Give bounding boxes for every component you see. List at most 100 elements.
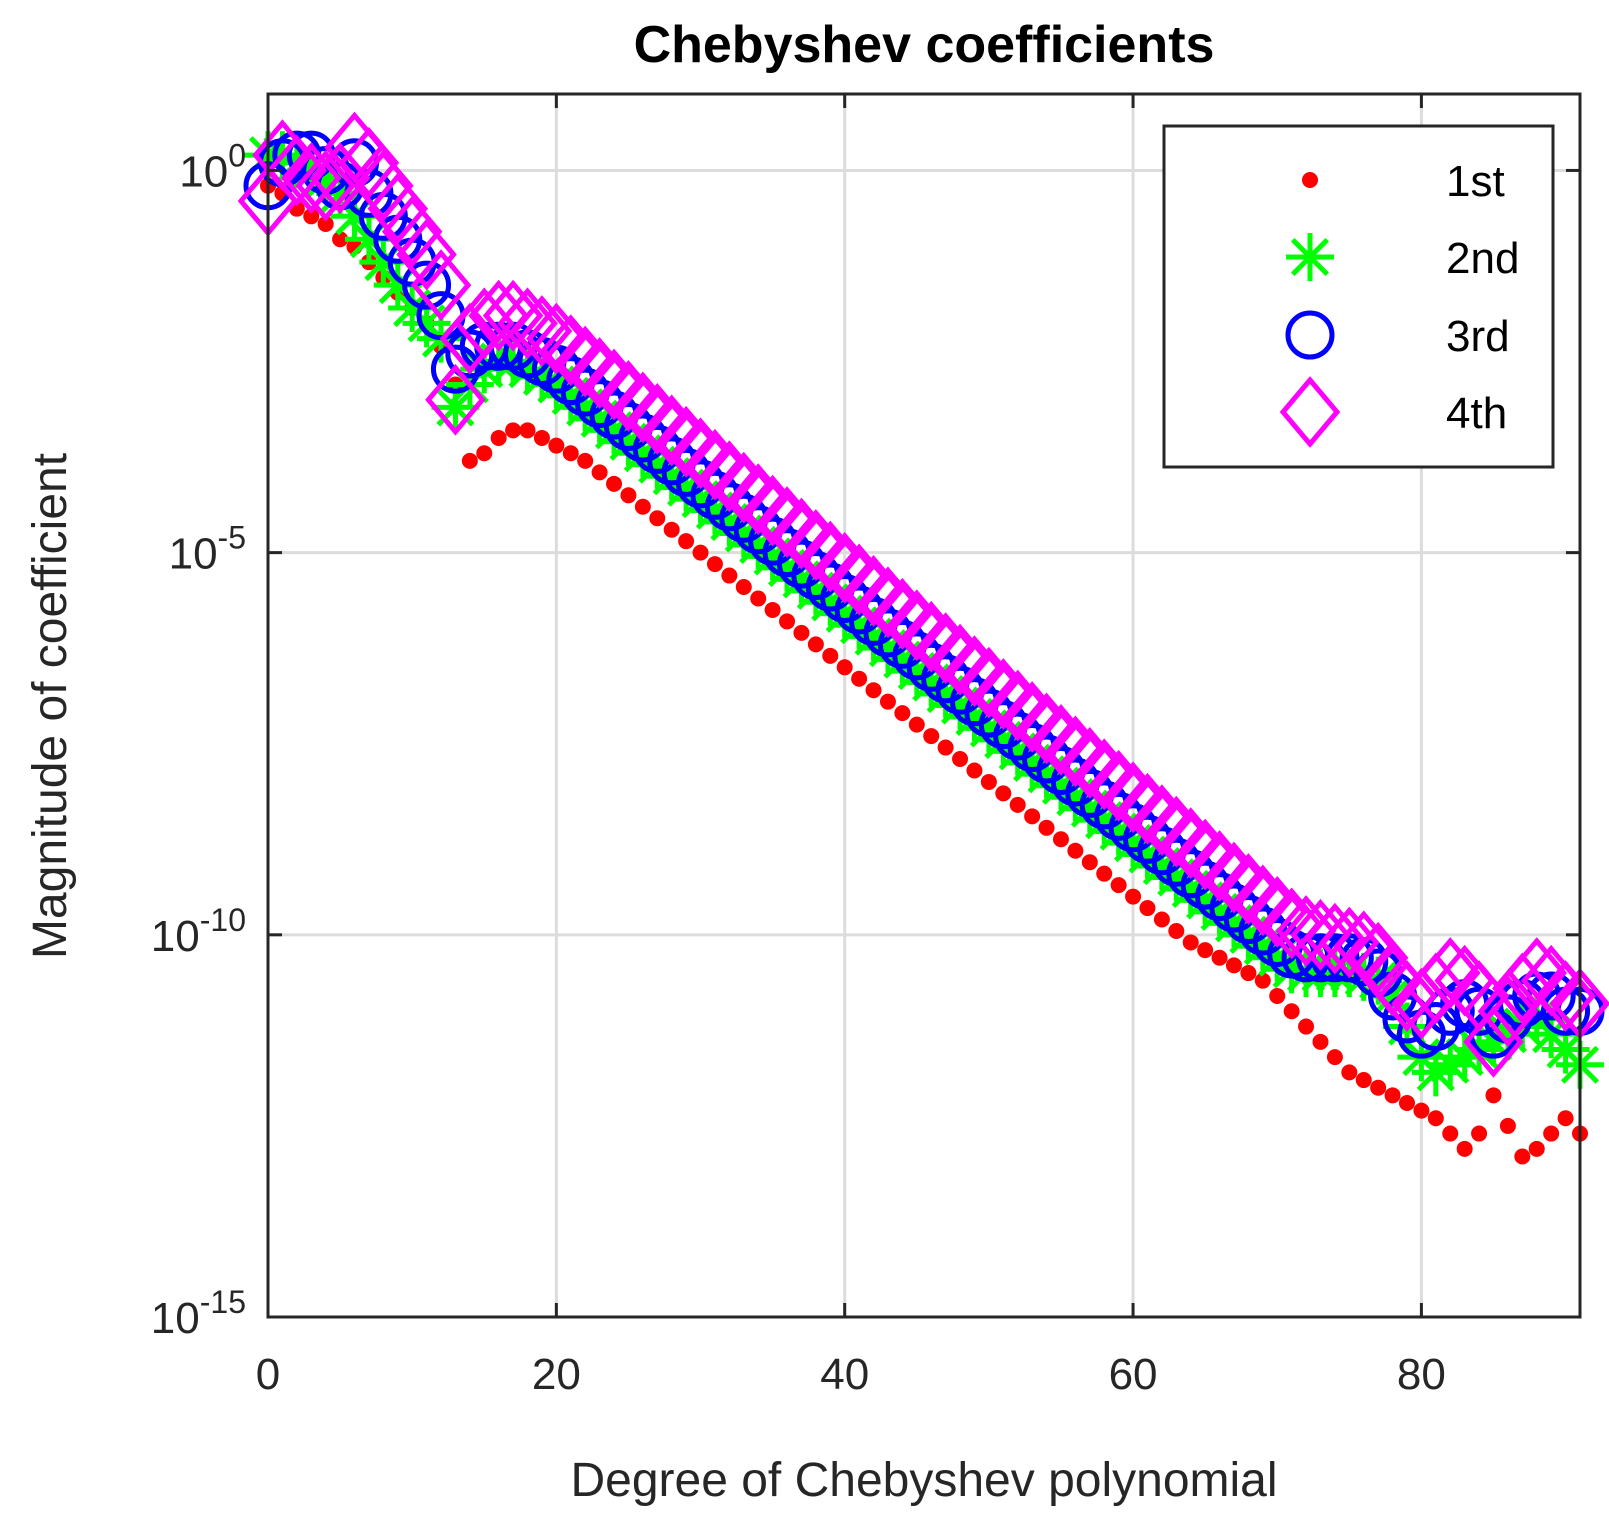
x-tick-label: 80	[1397, 1350, 1446, 1399]
series-4th	[237, 111, 1609, 1078]
data-point	[317, 215, 334, 232]
data-point	[548, 437, 565, 454]
data-point	[663, 521, 680, 538]
data-point	[1110, 877, 1127, 894]
data-point	[1073, 738, 1135, 811]
data-point	[606, 475, 623, 492]
data-point	[1471, 1125, 1488, 1142]
data-point	[519, 422, 536, 439]
data-point	[756, 486, 818, 558]
data-point	[266, 134, 328, 207]
data-point	[915, 612, 976, 685]
data-point	[764, 601, 781, 618]
data-point	[1139, 900, 1156, 917]
data-point	[1312, 1033, 1329, 1050]
chart-title: Chebyshev coefficients	[634, 16, 1215, 74]
data-point	[554, 325, 616, 398]
data-point	[627, 382, 688, 455]
data-point	[727, 463, 789, 535]
data-point	[699, 440, 760, 513]
data-point	[886, 589, 948, 662]
data-point	[476, 445, 493, 462]
x-tick-label: 20	[532, 1350, 581, 1399]
data-point	[929, 623, 991, 696]
data-point	[692, 544, 709, 561]
data-point	[1514, 1148, 1531, 1165]
data-point	[1485, 1087, 1502, 1104]
data-point	[562, 445, 579, 462]
data-point	[872, 577, 933, 650]
data-point	[1499, 1117, 1516, 1134]
data-point	[1384, 1087, 1401, 1104]
data-point	[779, 613, 796, 630]
data-point	[1269, 987, 1286, 1004]
data-point	[1543, 1125, 1560, 1142]
data-point	[1001, 681, 1063, 753]
legend-marker	[1279, 376, 1341, 448]
series-1st	[260, 177, 1588, 1165]
data-point	[439, 302, 501, 375]
data-point	[822, 647, 839, 664]
data-point	[649, 510, 666, 527]
data-point	[1419, 937, 1481, 1009]
data-point	[900, 600, 962, 673]
y-tick-label: 10-5	[169, 520, 246, 579]
data-point	[836, 659, 853, 676]
data-point	[1347, 921, 1409, 994]
tick-marks	[266, 94, 1580, 1319]
data-point	[1254, 972, 1271, 989]
data-point	[1009, 796, 1026, 813]
data-point	[1333, 910, 1395, 983]
data-point	[461, 452, 478, 469]
data-point	[1052, 831, 1069, 848]
data-point	[1413, 1102, 1430, 1119]
data-point	[1059, 726, 1121, 799]
data-point	[511, 295, 573, 367]
data-point	[1067, 842, 1084, 859]
legend-label: 3rd	[1446, 312, 1510, 361]
data-point	[670, 417, 731, 490]
data-point	[1096, 865, 1113, 882]
data-point	[713, 451, 775, 524]
data-point	[295, 149, 356, 222]
data-point	[1024, 808, 1041, 825]
data-point	[591, 464, 608, 481]
y-tick-label: 10-15	[151, 1284, 246, 1343]
data-point	[1102, 761, 1164, 834]
data-point	[952, 751, 969, 768]
data-point	[937, 739, 954, 756]
data-point	[402, 260, 452, 310]
data-point	[1153, 911, 1170, 928]
data-point	[381, 195, 443, 268]
data-point	[966, 762, 983, 779]
data-point	[410, 249, 472, 321]
legend-label: 4th	[1446, 389, 1507, 438]
axes-box	[266, 92, 1582, 1319]
data-point	[1298, 1018, 1315, 1035]
data-point	[569, 337, 630, 409]
data-point	[843, 554, 904, 627]
data-point	[750, 590, 767, 607]
data-point	[1477, 975, 1539, 1048]
data-point	[1146, 795, 1207, 868]
data-point	[1125, 888, 1142, 905]
data-point	[742, 474, 803, 547]
data-point	[894, 705, 911, 722]
data-point	[1370, 1079, 1387, 1096]
data-point	[367, 172, 429, 245]
data-point	[1463, 1005, 1524, 1078]
y-axis-label: Magnitude of coefficient	[24, 453, 77, 959]
data-point	[332, 231, 349, 248]
data-point	[706, 556, 723, 573]
data-point	[482, 279, 544, 352]
data-point	[807, 636, 824, 653]
data-point	[353, 149, 414, 222]
data-point	[678, 533, 695, 550]
data-point	[814, 532, 875, 604]
data-point	[1117, 772, 1178, 845]
data-point	[1016, 692, 1077, 765]
data-point	[1427, 1110, 1444, 1127]
legend-entry-2nd: 2nd	[1286, 233, 1519, 283]
data-point	[1240, 965, 1257, 982]
